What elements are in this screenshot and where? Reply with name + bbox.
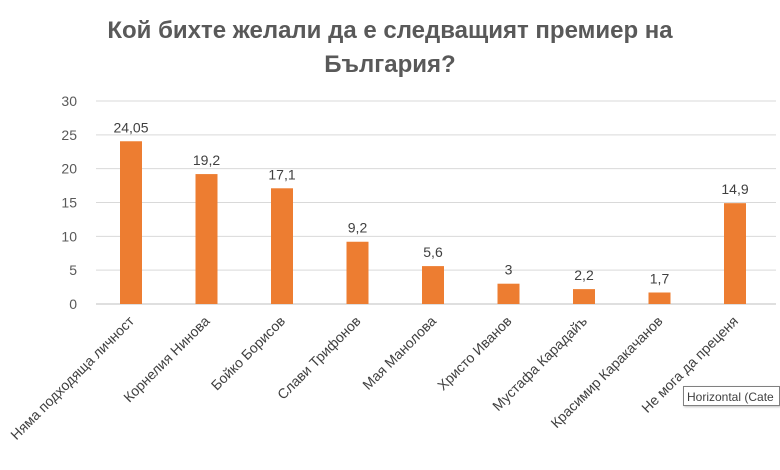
- data-label: 2,2: [574, 267, 594, 283]
- x-tick-label: Бойко Борисов: [208, 313, 288, 393]
- bar[interactable]: [724, 203, 746, 304]
- bar[interactable]: [271, 188, 293, 304]
- bar[interactable]: [573, 289, 595, 304]
- data-label: 19,2: [193, 152, 220, 168]
- data-label: 9,2: [348, 220, 368, 236]
- y-axis: 0 5 10 15 20 25 30: [61, 93, 77, 312]
- bars: [120, 141, 746, 304]
- y-tick-label: 10: [61, 228, 77, 244]
- x-tick-label: Няма подходяща личност: [7, 312, 137, 442]
- x-tick-label: Мая Манолова: [359, 313, 439, 393]
- bar[interactable]: [195, 174, 218, 304]
- y-tick-label: 30: [61, 93, 77, 109]
- axis-tooltip: Horizontal (Cate: [683, 386, 780, 406]
- chart-title-line-1: Кой бихте желали да е следващият премиер…: [107, 17, 673, 44]
- data-label: 1,7: [650, 270, 670, 286]
- bar[interactable]: [497, 283, 520, 304]
- y-tick-label: 25: [61, 127, 77, 143]
- y-tick-label: 5: [69, 262, 77, 278]
- y-tick-label: 20: [61, 161, 77, 177]
- y-tick-label: 15: [61, 195, 77, 211]
- x-tick-label: Христо Иванов: [434, 313, 515, 394]
- bar[interactable]: [346, 241, 369, 304]
- chart-title: Кой бихте желали да е следващият премиер…: [0, 14, 780, 82]
- bar[interactable]: [120, 141, 142, 304]
- bar[interactable]: [648, 292, 671, 304]
- data-label: 17,1: [268, 166, 295, 182]
- data-label: 3: [505, 262, 513, 278]
- x-tick-label: Слави Трифонов: [274, 313, 364, 403]
- data-labels: 24,05 19,2 17,1 9,2 5,6 3 2,2 1,7 14,9: [113, 119, 748, 286]
- data-label: 5,6: [423, 244, 443, 260]
- data-label: 14,9: [721, 181, 748, 197]
- chart-title-line-2: България?: [324, 51, 456, 78]
- data-label: 24,05: [113, 119, 148, 135]
- y-tick-label: 0: [69, 296, 77, 312]
- bar[interactable]: [422, 266, 444, 304]
